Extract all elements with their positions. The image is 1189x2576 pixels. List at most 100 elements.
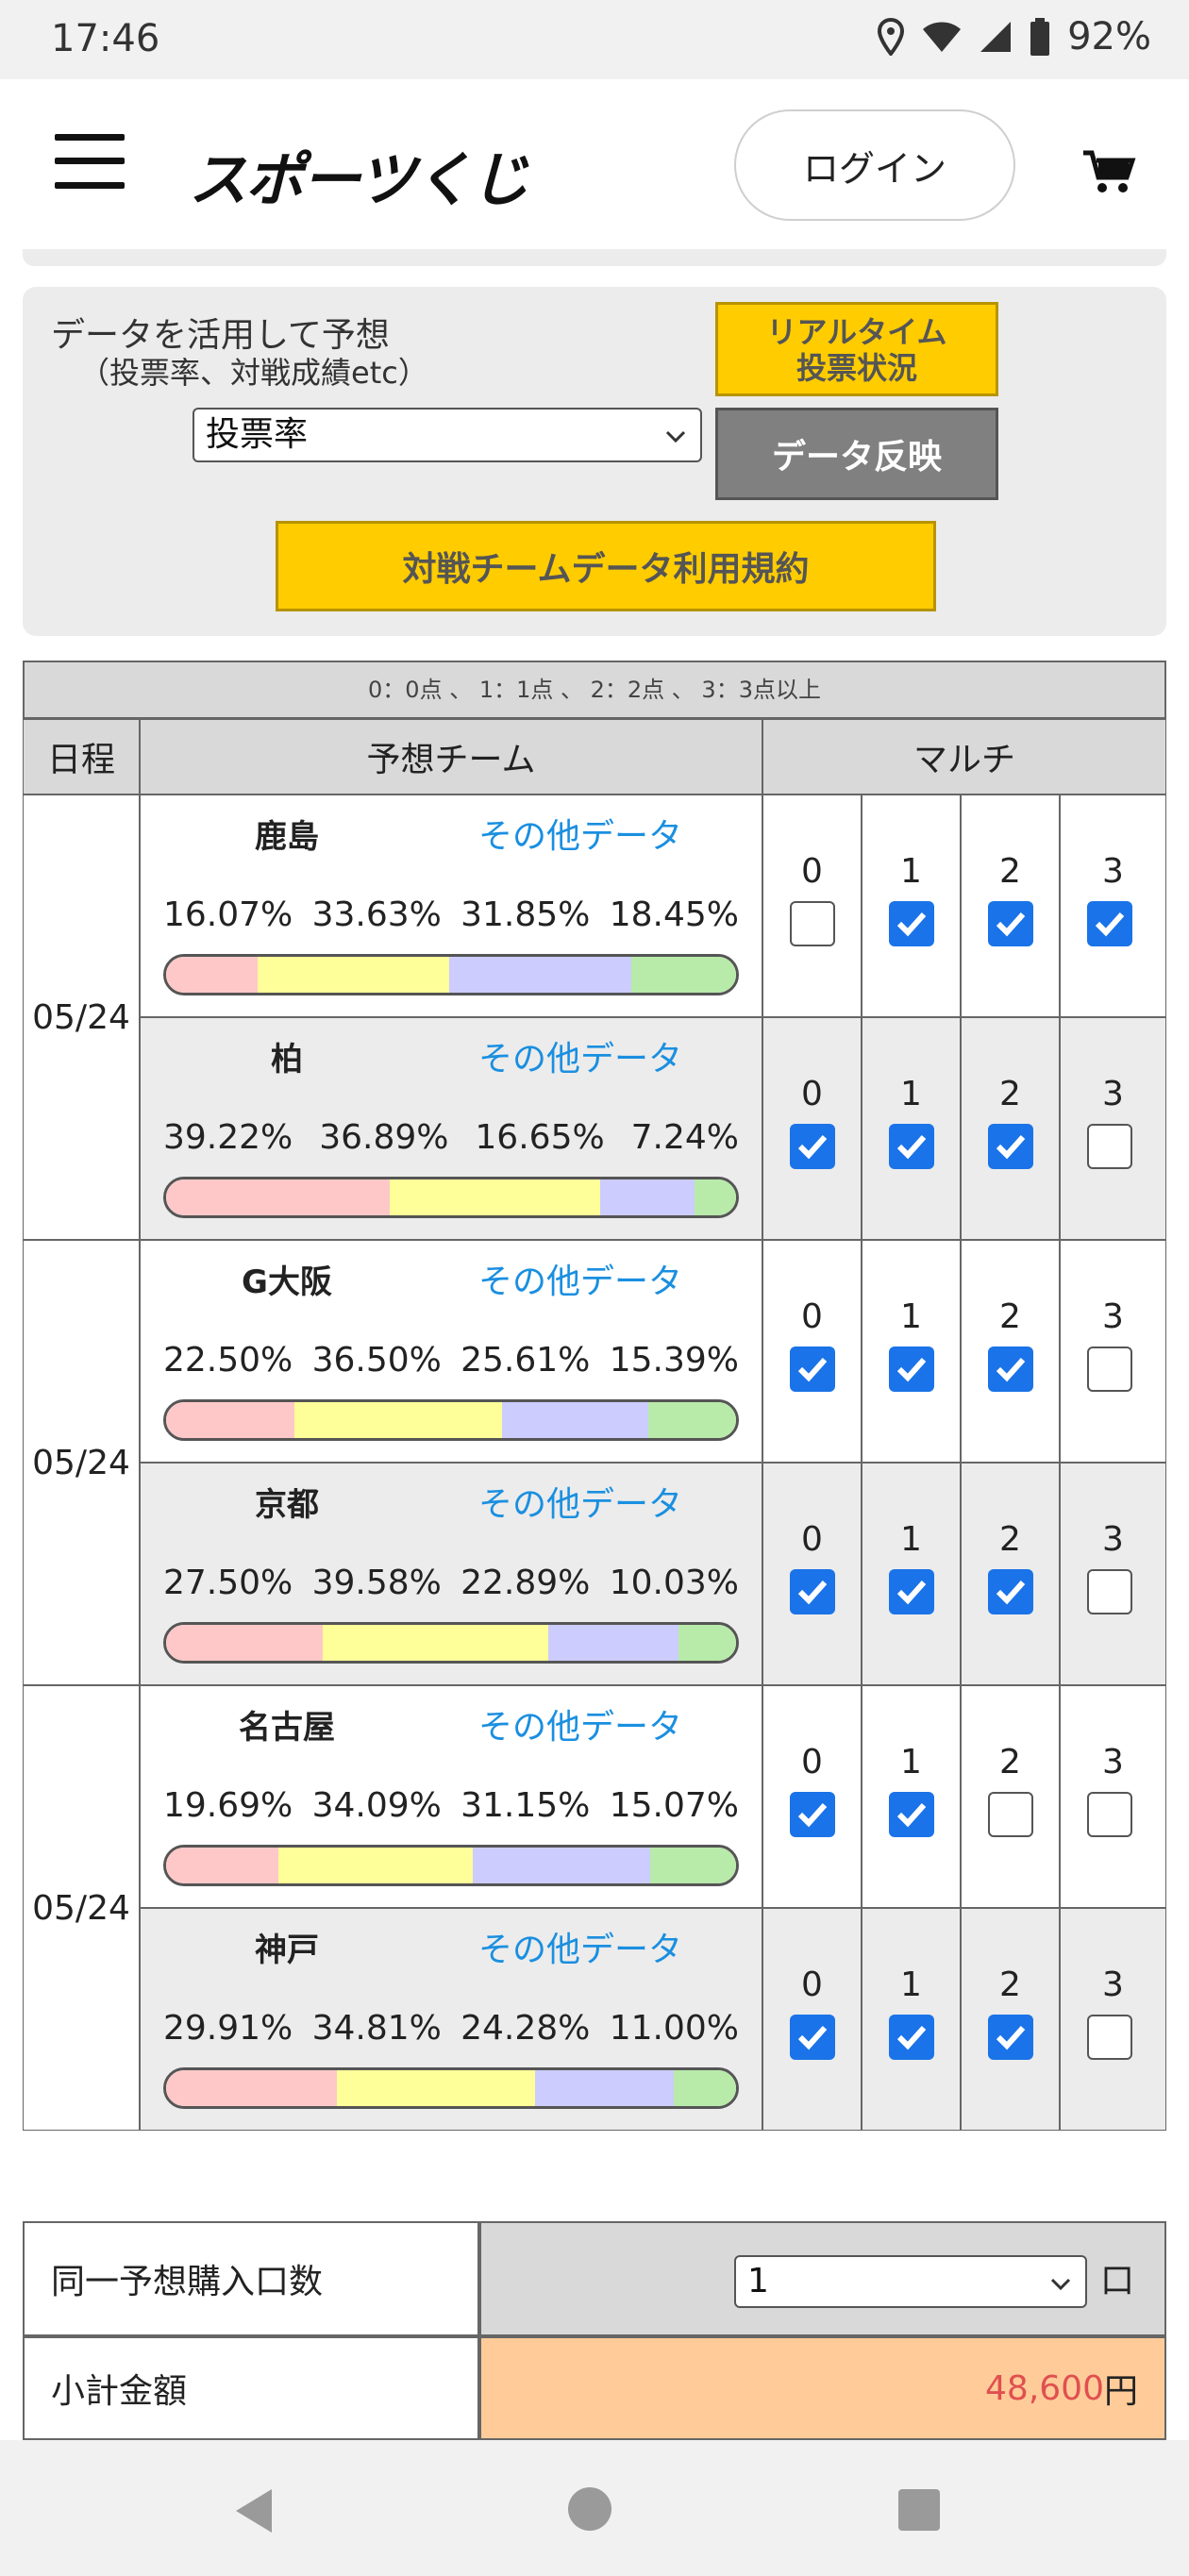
score-checkbox[interactable] bbox=[1087, 1569, 1132, 1614]
score-checkbox[interactable] bbox=[790, 2015, 835, 2060]
signal-icon bbox=[980, 22, 1012, 52]
score-checkbox[interactable] bbox=[988, 1347, 1033, 1392]
realtime-voting-button[interactable]: リアルタイム 投票状況 bbox=[715, 302, 998, 396]
subtotal-value-cell: 48,600 円 bbox=[479, 2336, 1166, 2440]
panel-subtitle: （投票率、対戦成績etc） bbox=[79, 355, 428, 391]
vote-percent-row: 22.50% 36.50% 25.61% 15.39% bbox=[163, 1341, 739, 1380]
score-option-label: 3 bbox=[1102, 1743, 1124, 1781]
match-date: 05/24 bbox=[23, 1685, 140, 2131]
home-icon[interactable] bbox=[568, 2487, 611, 2531]
other-data-link[interactable]: その他データ bbox=[478, 1708, 683, 1747]
vote-percent-row: 16.07% 33.63% 31.85% 18.45% bbox=[163, 895, 739, 934]
score-checkbox[interactable] bbox=[790, 901, 835, 946]
battery-icon bbox=[1030, 18, 1050, 56]
score-checkbox[interactable] bbox=[988, 1124, 1033, 1169]
score-option-label: 1 bbox=[900, 1965, 922, 2004]
score-option-label: 0 bbox=[801, 852, 823, 891]
score-option-label: 3 bbox=[1102, 1965, 1124, 2004]
login-button[interactable]: ログイン bbox=[734, 109, 1015, 221]
vote-share-bar bbox=[163, 1622, 739, 1664]
team-cell: 名古屋 その他データ 19.69% 34.09% 31.15% 15.07% bbox=[140, 1685, 762, 1908]
recent-apps-icon[interactable] bbox=[898, 2489, 940, 2531]
score-checkbox[interactable] bbox=[790, 1569, 835, 1614]
vote-share-segment bbox=[678, 1625, 736, 1661]
qty-unit: 口 bbox=[1100, 2262, 1135, 2300]
multi-cell: 0 bbox=[762, 1240, 862, 1463]
vote-share-segment bbox=[648, 1402, 736, 1438]
score-checkbox[interactable] bbox=[1087, 1124, 1132, 1169]
cart-icon[interactable] bbox=[1081, 147, 1136, 194]
score-checkbox[interactable] bbox=[988, 1792, 1033, 1837]
score-checkbox[interactable] bbox=[889, 2015, 934, 2060]
other-data-link[interactable]: その他データ bbox=[478, 817, 683, 856]
data-prediction-panel: データを活用して予想 （投票率、対戦成績etc） 投票率 リアルタイム 投票状況… bbox=[23, 287, 1166, 636]
collapsed-panel-edge bbox=[23, 249, 1166, 266]
vote-percent: 22.50% bbox=[163, 1341, 293, 1380]
score-checkbox[interactable] bbox=[889, 1792, 934, 1837]
vote-percent: 19.69% bbox=[163, 1786, 293, 1825]
score-checkbox[interactable] bbox=[889, 1569, 934, 1614]
score-checkbox[interactable] bbox=[889, 1124, 934, 1169]
vote-share-segment bbox=[630, 957, 736, 993]
other-data-link[interactable]: その他データ bbox=[478, 1485, 683, 1524]
vote-percent: 16.65% bbox=[475, 1118, 605, 1157]
score-option-label: 1 bbox=[900, 1075, 922, 1113]
vote-share-segment bbox=[277, 1848, 473, 1883]
vote-percent: 31.85% bbox=[461, 895, 591, 934]
vote-share-bar bbox=[163, 1399, 739, 1441]
vote-percent: 18.45% bbox=[609, 895, 739, 934]
vote-percent: 36.89% bbox=[319, 1118, 449, 1157]
score-option-label: 2 bbox=[999, 1743, 1021, 1781]
score-checkbox[interactable] bbox=[988, 901, 1033, 946]
vote-share-segment bbox=[695, 1179, 736, 1215]
score-checkbox[interactable] bbox=[889, 1347, 934, 1392]
score-checkbox[interactable] bbox=[790, 1347, 835, 1392]
score-option-label: 1 bbox=[900, 1743, 922, 1781]
team-name: 神戸 bbox=[255, 1932, 319, 1969]
vote-share-segment bbox=[449, 957, 631, 993]
data-type-select[interactable]: 投票率 bbox=[193, 408, 702, 462]
score-checkbox[interactable] bbox=[1087, 901, 1132, 946]
score-checkbox[interactable] bbox=[988, 2015, 1033, 2060]
terms-button[interactable]: 対戦チームデータ利用規約 bbox=[276, 521, 936, 611]
vote-share-segment bbox=[389, 1179, 600, 1215]
android-nav-bar bbox=[0, 2440, 1189, 2576]
back-icon[interactable] bbox=[234, 2487, 276, 2534]
vote-share-segment bbox=[293, 1402, 503, 1438]
multi-cell: 2 bbox=[961, 1017, 1060, 1240]
score-checkbox[interactable] bbox=[988, 1569, 1033, 1614]
vote-share-segment bbox=[649, 1848, 736, 1883]
vote-share-segment bbox=[502, 1402, 649, 1438]
site-logo[interactable]: スポーツくじ bbox=[189, 145, 529, 214]
other-data-link[interactable]: その他データ bbox=[478, 1263, 683, 1301]
vote-share-bar bbox=[163, 954, 739, 995]
qty-select[interactable]: 1 bbox=[734, 2255, 1087, 2308]
score-option-label: 0 bbox=[801, 1075, 823, 1113]
score-option-label: 0 bbox=[801, 1520, 823, 1559]
vote-share-bar bbox=[163, 1845, 739, 1886]
score-option-label: 0 bbox=[801, 1297, 823, 1336]
vote-percent: 29.91% bbox=[163, 2009, 293, 2048]
score-checkbox[interactable] bbox=[790, 1124, 835, 1169]
score-option-label: 0 bbox=[801, 1743, 823, 1781]
score-checkbox[interactable] bbox=[790, 1792, 835, 1837]
other-data-link[interactable]: その他データ bbox=[478, 1931, 683, 1969]
subtotal-amount: 48,600 bbox=[985, 2368, 1104, 2408]
vote-percent: 33.63% bbox=[311, 895, 442, 934]
score-checkbox[interactable] bbox=[1087, 2015, 1132, 2060]
score-checkbox[interactable] bbox=[1087, 1792, 1132, 1837]
status-icons: 92% bbox=[877, 15, 1151, 59]
hamburger-menu-icon[interactable] bbox=[55, 134, 125, 189]
other-data-link[interactable]: その他データ bbox=[478, 1040, 683, 1079]
score-checkbox[interactable] bbox=[1087, 1347, 1132, 1392]
multi-cell: 1 bbox=[862, 1240, 961, 1463]
apply-data-button[interactable]: データ反映 bbox=[715, 408, 998, 500]
vote-percent: 34.09% bbox=[311, 1786, 442, 1825]
subtotal: 48,600 円 bbox=[985, 2338, 1138, 2438]
vote-share-segment bbox=[166, 957, 259, 993]
vote-share-segment bbox=[548, 1625, 679, 1661]
multi-cell: 3 bbox=[1060, 1685, 1166, 1908]
vote-share-bar bbox=[163, 1177, 739, 1218]
multi-cell: 0 bbox=[762, 795, 862, 1017]
score-checkbox[interactable] bbox=[889, 901, 934, 946]
